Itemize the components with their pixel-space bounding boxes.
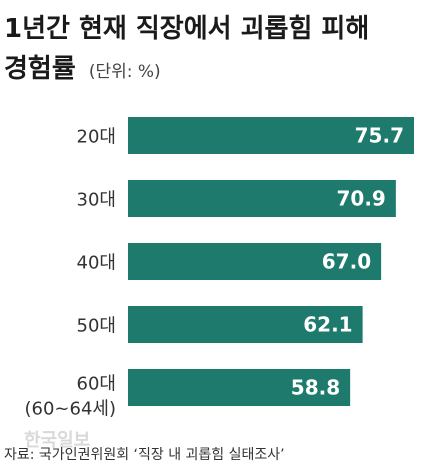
bar-20대 — [128, 117, 414, 154]
category-label-60대: 60대 — [77, 374, 116, 395]
value-label-40대: 67.0 — [322, 250, 371, 274]
bars-group: 75.7 20대 70.9 30대 67.0 40대 62.1 50대 58.8 60대 (60~6… — [25, 117, 414, 420]
chart-title-line-1: 1년간 현재 직장에서 괴롭힘 피해 — [4, 14, 369, 44]
category-label-30대: 30대 — [77, 190, 116, 211]
value-label-60대: 58.8 — [291, 376, 340, 400]
source-note: 자료: 국가인권위원회 ‘직장 내 괴롭힘 실태조사’ — [4, 447, 285, 463]
value-label-30대: 70.9 — [337, 187, 386, 211]
category-label-40대: 40대 — [77, 253, 116, 274]
bar-60대 — [128, 369, 351, 406]
unit-label: (단위: %) — [89, 62, 161, 82]
value-label-20대: 75.7 — [355, 124, 404, 148]
watermark-logo: 한국일보 — [24, 430, 90, 451]
bar-40대 — [128, 243, 382, 280]
bar-50대 — [128, 306, 363, 343]
chart-title-line-2: 경험률 (단위: %) — [4, 54, 161, 84]
chart-title-line-2-text: 경험률 — [4, 54, 76, 84]
category-sublabel-60대: (60~64세) — [25, 399, 117, 420]
category-label-20대: 20대 — [77, 127, 116, 148]
value-label-50대: 62.1 — [303, 313, 352, 337]
bar-30대 — [128, 180, 396, 217]
category-label-50대: 50대 — [77, 316, 116, 337]
